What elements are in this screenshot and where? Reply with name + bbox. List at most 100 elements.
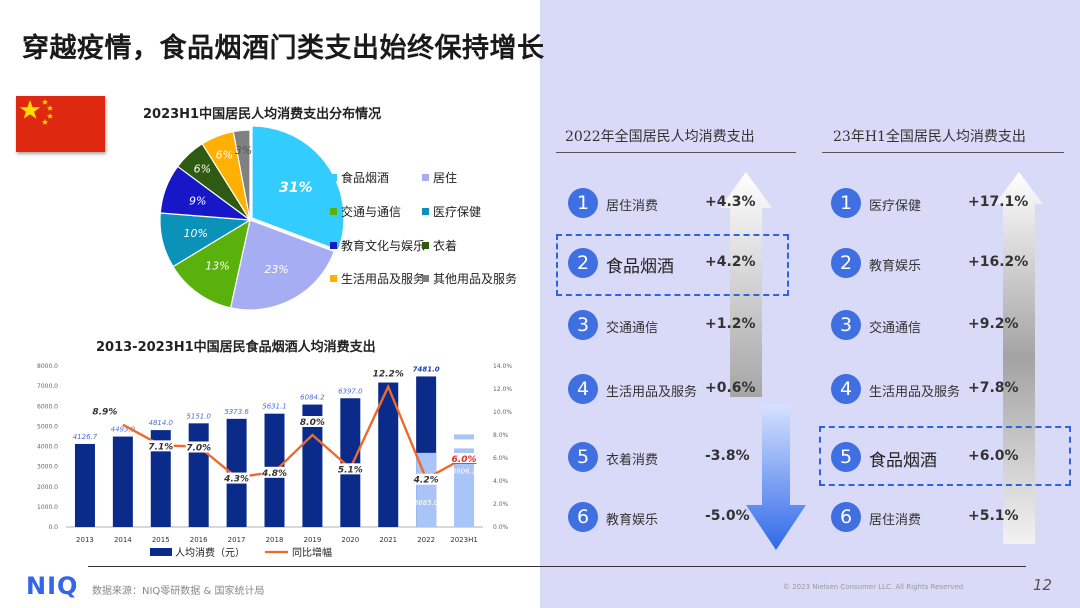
x-tick-label: 2019 bbox=[303, 536, 321, 544]
y-tick-label: 6000.0 bbox=[37, 403, 58, 410]
rank-number-badge: 4 bbox=[831, 374, 861, 404]
rank-growth-value: +4.2% bbox=[705, 254, 756, 270]
legend-label-bar: 人均消费（元） bbox=[175, 546, 245, 559]
x-tick-label: 2020 bbox=[341, 536, 359, 544]
growth-label-bg bbox=[413, 473, 440, 485]
pie-legend-item: 交通与通信 bbox=[330, 203, 401, 220]
growth-label: 12.2% bbox=[373, 370, 404, 380]
growth-label: 4.8% bbox=[261, 469, 287, 479]
x-tick-label: 2022 bbox=[417, 536, 435, 544]
pie-slice-label: 13% bbox=[205, 259, 229, 272]
legend-label: 其他用品及服务 bbox=[433, 272, 518, 286]
pie-legend-item: 医疗保健 bbox=[422, 203, 481, 220]
flag-small-star bbox=[46, 113, 54, 119]
rank-number-badge: 2 bbox=[831, 248, 861, 278]
growth-label-bg bbox=[337, 463, 364, 475]
y-tick-label: 4000.0 bbox=[37, 444, 58, 451]
rank-category-label: 居住消费 bbox=[606, 199, 659, 214]
growth-line bbox=[122, 383, 465, 481]
growth-label-bg bbox=[223, 472, 250, 484]
rank-growth-value: +5.1% bbox=[968, 508, 1019, 524]
growth-label-bg bbox=[147, 440, 174, 452]
bar-value-label: 4814.0 bbox=[149, 419, 174, 427]
rank-category-label: 食品烟酒 bbox=[606, 257, 674, 277]
legend-swatch bbox=[422, 242, 429, 249]
rank-category-label: 居住消费 bbox=[869, 513, 922, 528]
bar bbox=[112, 436, 133, 527]
x-tick-label: 2016 bbox=[190, 536, 208, 544]
pie-legend-item: 衣着 bbox=[422, 237, 457, 254]
rank-2023-title: 23年H1全国居民人均消费支出 bbox=[833, 129, 1026, 145]
pie-slice-label: 31% bbox=[279, 180, 313, 196]
rank-number-badge: 1 bbox=[568, 188, 598, 218]
pie-slice bbox=[172, 218, 251, 309]
legend-label: 教育文化与娱乐 bbox=[341, 239, 426, 253]
y-tick-label: 1000.0 bbox=[37, 504, 58, 511]
x-tick-label: 2013 bbox=[76, 536, 94, 544]
rank-2022-title: 2022年全国居民人均消费支出 bbox=[565, 129, 755, 145]
data-source: 数据来源：NIQ零研数据 & 国家统计局 bbox=[92, 586, 265, 597]
rank-growth-value: +16.2% bbox=[968, 254, 1029, 270]
y2-tick-label: 2.0% bbox=[493, 501, 509, 508]
growth-label: 7.0% bbox=[186, 444, 211, 454]
y2-tick-label: 0.0% bbox=[493, 524, 509, 531]
growth-label-bg bbox=[185, 441, 212, 453]
rank-category-label: 衣着消费 bbox=[606, 453, 659, 468]
rank-category-label: 交通通信 bbox=[869, 321, 922, 336]
y2-tick-label: 8.0% bbox=[493, 432, 509, 439]
legend-swatch bbox=[330, 174, 337, 181]
legend-label-line: 同比增幅 bbox=[292, 546, 332, 559]
growth-label: 7.1% bbox=[148, 442, 173, 452]
pie-slice-label: 9% bbox=[189, 194, 206, 207]
rank-number-badge: 6 bbox=[568, 502, 598, 532]
growth-label-bg bbox=[91, 405, 118, 417]
y2-tick-label: 10.0% bbox=[493, 409, 512, 416]
y-tick-label: 0.0 bbox=[48, 524, 58, 531]
growth-label: 8.0% bbox=[300, 418, 325, 428]
pie-slice-label: 6% bbox=[216, 149, 233, 162]
legend-label: 生活用品及服务 bbox=[341, 272, 426, 286]
legend-swatch bbox=[330, 242, 337, 249]
y2-tick-label: 12.0% bbox=[493, 386, 512, 393]
bar bbox=[378, 382, 399, 527]
footer-divider bbox=[88, 566, 1026, 567]
pie-legend-item: 生活用品及服务 bbox=[330, 270, 425, 287]
y-tick-label: 5000.0 bbox=[37, 423, 58, 430]
pie-slice-label: 10% bbox=[183, 227, 207, 240]
arrow-up-icon bbox=[995, 172, 1043, 544]
bar bbox=[454, 448, 475, 527]
legend-swatch bbox=[422, 208, 429, 215]
bar-value-label: 3906.1 bbox=[452, 467, 477, 475]
y-tick-label: 7000.0 bbox=[37, 383, 58, 390]
copyright: © 2023 Nielsen Consumer LLC. All Rights … bbox=[783, 583, 964, 591]
bar-overlay-label: 3685.0 bbox=[414, 499, 439, 507]
bar-overlay bbox=[416, 452, 437, 527]
bar bbox=[302, 404, 323, 527]
growth-label-bg bbox=[375, 367, 402, 379]
bar bbox=[188, 423, 209, 527]
bar-value-label: 4493.9 bbox=[111, 426, 136, 434]
rank-number-badge: 5 bbox=[831, 442, 861, 472]
rank-number-badge: 5 bbox=[568, 442, 598, 472]
x-tick-label: 2017 bbox=[228, 536, 246, 544]
legend-swatch-bar bbox=[150, 548, 172, 556]
page-number: 12 bbox=[1033, 576, 1053, 594]
rank-category-label: 交通通信 bbox=[606, 321, 659, 336]
pie-legend-item: 其他用品及服务 bbox=[422, 270, 517, 287]
bar bbox=[340, 398, 361, 527]
pie-legend-item: 教育文化与娱乐 bbox=[330, 237, 425, 254]
right-panel bbox=[540, 0, 1080, 608]
legend-label: 衣着 bbox=[433, 239, 458, 253]
rank-growth-value: -3.8% bbox=[705, 448, 750, 464]
rank-category-label: 教育娱乐 bbox=[606, 513, 659, 528]
y-tick-label: 2000.0 bbox=[37, 484, 58, 491]
pie-slice bbox=[229, 219, 336, 311]
legend-label: 医疗保健 bbox=[433, 205, 482, 219]
rank-growth-value: +7.8% bbox=[968, 380, 1019, 396]
arrow-up-icon bbox=[720, 172, 772, 397]
ranking-arrows-2022 bbox=[720, 172, 806, 550]
rank-growth-value: +0.6% bbox=[705, 380, 756, 396]
rank-growth-value: +17.1% bbox=[968, 194, 1029, 210]
y-tick-label: 3000.0 bbox=[37, 464, 58, 471]
y2-tick-label: 6.0% bbox=[493, 455, 509, 462]
